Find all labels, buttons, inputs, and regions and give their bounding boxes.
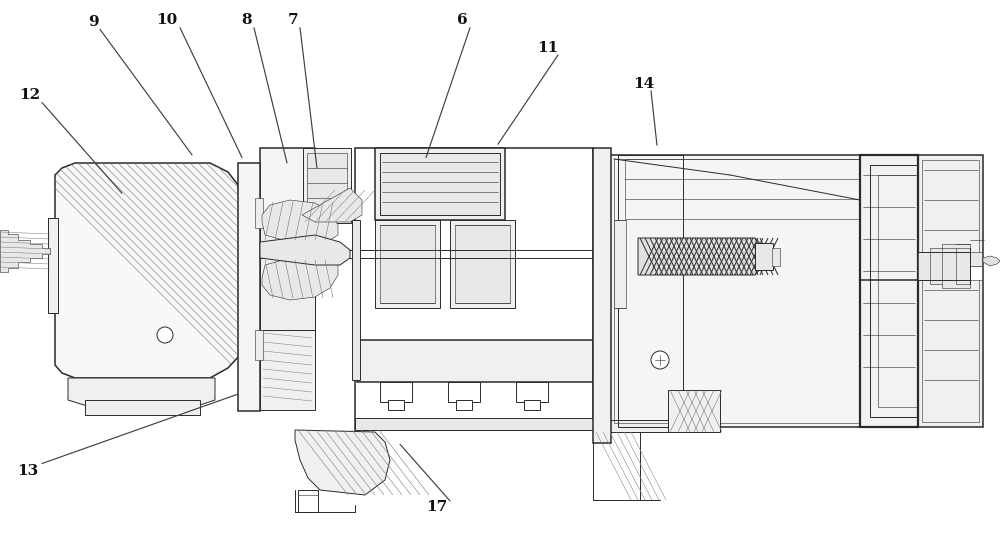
Bar: [380, 382, 412, 402]
Bar: [375, 220, 440, 308]
Bar: [922, 160, 979, 422]
Bar: [970, 252, 982, 266]
Bar: [456, 400, 472, 410]
Polygon shape: [295, 430, 390, 495]
Text: 13: 13: [17, 464, 39, 478]
Bar: [610, 155, 905, 427]
Polygon shape: [262, 258, 338, 300]
Polygon shape: [262, 200, 338, 242]
Text: 12: 12: [19, 88, 41, 102]
Bar: [614, 220, 626, 308]
Circle shape: [651, 351, 669, 369]
Polygon shape: [983, 256, 1000, 266]
Bar: [448, 382, 480, 402]
Bar: [355, 418, 593, 430]
Bar: [355, 148, 593, 430]
Bar: [48, 218, 58, 313]
Bar: [516, 382, 548, 402]
Text: 9: 9: [88, 15, 98, 29]
Text: 17: 17: [426, 500, 448, 514]
Bar: [614, 159, 901, 423]
Bar: [238, 163, 260, 411]
Bar: [593, 420, 673, 432]
Polygon shape: [0, 230, 50, 272]
Bar: [260, 148, 315, 398]
Bar: [625, 159, 910, 219]
Bar: [380, 153, 500, 215]
Bar: [260, 242, 338, 258]
Bar: [878, 175, 918, 407]
Bar: [755, 243, 773, 270]
Text: 8: 8: [242, 13, 252, 27]
Bar: [942, 244, 970, 288]
Bar: [352, 220, 360, 380]
Bar: [918, 252, 970, 280]
Polygon shape: [638, 238, 768, 275]
Bar: [298, 490, 318, 512]
Bar: [260, 330, 315, 410]
Bar: [772, 248, 780, 266]
Text: 6: 6: [457, 13, 467, 27]
Bar: [593, 148, 611, 443]
Bar: [970, 266, 982, 280]
Bar: [307, 153, 347, 218]
Bar: [668, 390, 720, 432]
Circle shape: [157, 327, 173, 343]
Bar: [450, 220, 515, 308]
Text: 7: 7: [288, 13, 298, 27]
Bar: [85, 400, 200, 415]
Bar: [380, 225, 435, 303]
Bar: [375, 148, 505, 220]
Text: 11: 11: [537, 41, 559, 55]
Bar: [930, 248, 970, 284]
Bar: [455, 225, 510, 303]
Bar: [357, 340, 593, 382]
Bar: [918, 155, 983, 427]
Bar: [870, 165, 918, 417]
Polygon shape: [55, 163, 240, 378]
Polygon shape: [302, 188, 362, 222]
Bar: [524, 400, 540, 410]
Bar: [260, 220, 315, 330]
Bar: [255, 330, 263, 360]
Text: 10: 10: [156, 13, 178, 27]
Bar: [618, 155, 683, 427]
Bar: [303, 148, 351, 223]
Polygon shape: [260, 235, 350, 265]
Polygon shape: [68, 378, 215, 410]
Bar: [388, 400, 404, 410]
Bar: [956, 248, 970, 284]
Bar: [860, 155, 918, 427]
Text: 14: 14: [633, 77, 655, 91]
Bar: [255, 198, 263, 228]
